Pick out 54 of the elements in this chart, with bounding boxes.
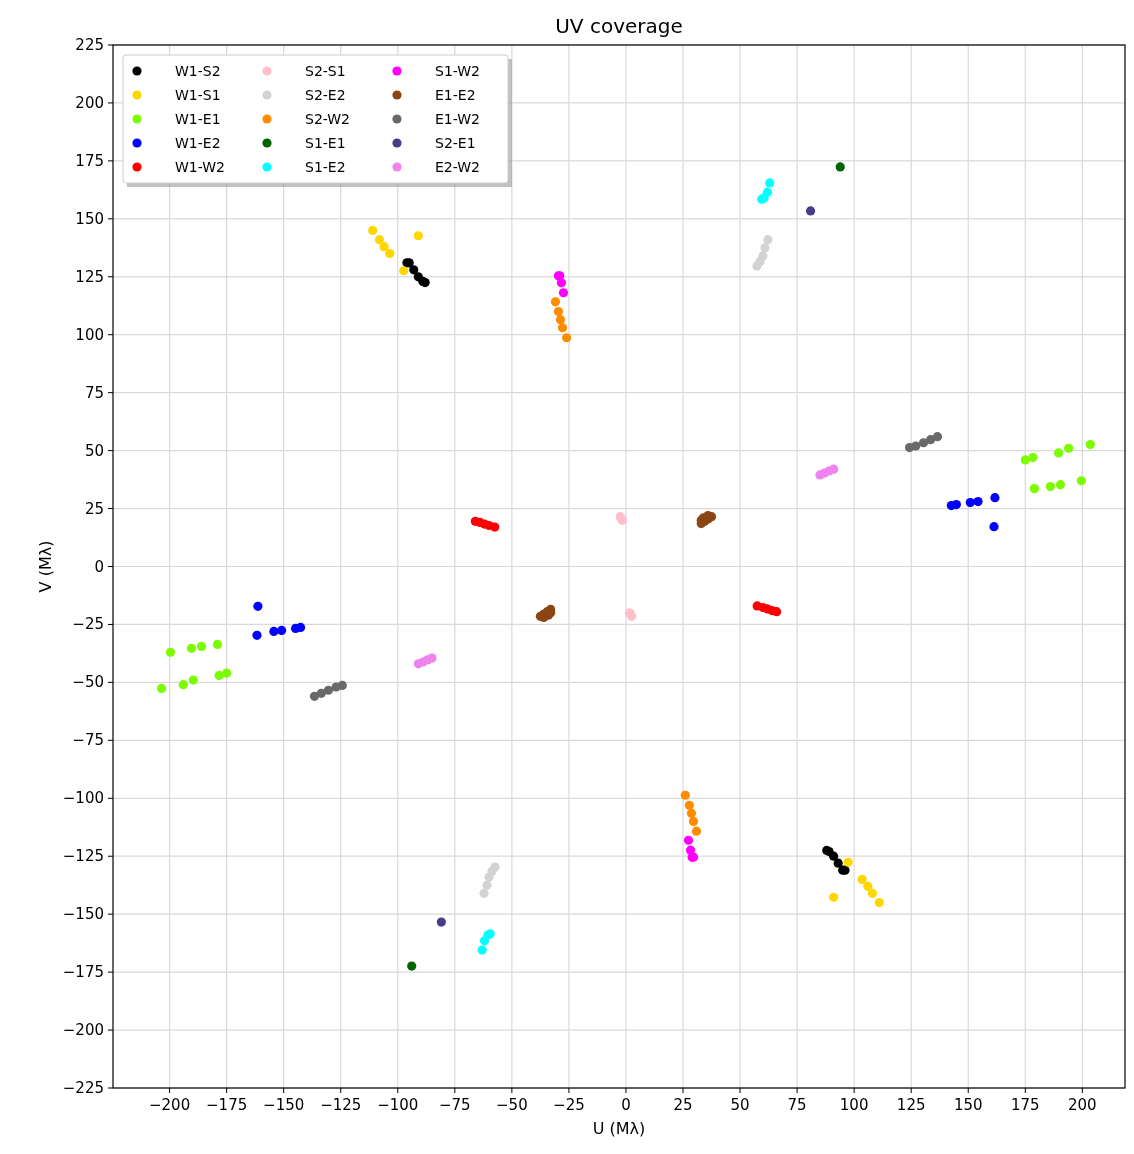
x-tick-label: 100 <box>839 1096 869 1114</box>
legend-label: W1-W2 <box>175 159 225 175</box>
x-tick-label: −75 <box>438 1096 471 1114</box>
legend-label: W1-E2 <box>175 135 221 151</box>
x-axis-title: U (Mλ) <box>592 1119 646 1138</box>
y-tick-label: −175 <box>62 963 104 982</box>
y-tick-label: 50 <box>84 441 104 460</box>
y-tick-label: −50 <box>72 673 104 692</box>
x-tick-label: 25 <box>673 1096 693 1114</box>
y-axis-title: V (Mλ) <box>36 540 55 593</box>
y-tick-label: 225 <box>75 36 104 54</box>
legend-label: E1-E2 <box>435 87 476 103</box>
y-tick-label: −100 <box>62 789 104 808</box>
y-tick-label: −200 <box>62 1021 104 1040</box>
y-tick-label: −75 <box>72 731 104 750</box>
x-tick-label: 125 <box>896 1096 926 1114</box>
x-tick-label: −125 <box>320 1096 362 1114</box>
legend-label: S2-S1 <box>305 63 346 79</box>
legend-label: S2-E1 <box>435 135 476 151</box>
legend-label: W1-S2 <box>175 63 221 79</box>
y-tick-label: 200 <box>75 93 104 112</box>
x-tick-label: 200 <box>1068 1096 1097 1114</box>
y-tick-label: 75 <box>84 383 104 402</box>
legend-label: W1-E1 <box>175 111 221 127</box>
x-tick-label: 50 <box>730 1096 750 1114</box>
x-tick-label: −150 <box>263 1096 305 1114</box>
legend-label: W1-S1 <box>175 87 221 103</box>
legend-label: S2-E2 <box>305 87 346 103</box>
x-tick-label: −175 <box>206 1096 248 1114</box>
legend-label: S1-E1 <box>305 135 346 151</box>
chart-title: UV coverage <box>555 14 683 38</box>
legend-label: E1-W2 <box>435 111 480 127</box>
x-tick-label: 75 <box>787 1096 807 1114</box>
x-tick-label: −100 <box>377 1096 419 1114</box>
y-tick-label: 25 <box>84 499 104 518</box>
legend-label: S1-W2 <box>435 63 481 79</box>
legend-label: S1-E2 <box>305 159 346 175</box>
x-tick-label: −25 <box>553 1096 585 1114</box>
legend-label: E2-W2 <box>435 159 480 175</box>
y-tick-label: 150 <box>75 209 104 228</box>
legend-label: S2-W2 <box>305 111 351 127</box>
y-tick-label: 0 <box>94 557 104 576</box>
x-tick-label: 175 <box>1010 1096 1040 1114</box>
y-tick-label: 125 <box>75 267 104 286</box>
y-tick-label: −150 <box>62 905 104 924</box>
x-tick-label: 150 <box>953 1096 983 1114</box>
y-tick-label: −125 <box>62 847 104 866</box>
y-tick-label: −25 <box>72 615 104 634</box>
y-tick-label: −225 <box>62 1079 104 1097</box>
y-tick-label: 175 <box>75 151 104 170</box>
y-tick-label: 100 <box>75 325 104 344</box>
x-tick-label: 0 <box>621 1096 631 1114</box>
x-tick-label: −200 <box>148 1096 191 1114</box>
x-tick-label: −50 <box>496 1096 528 1114</box>
